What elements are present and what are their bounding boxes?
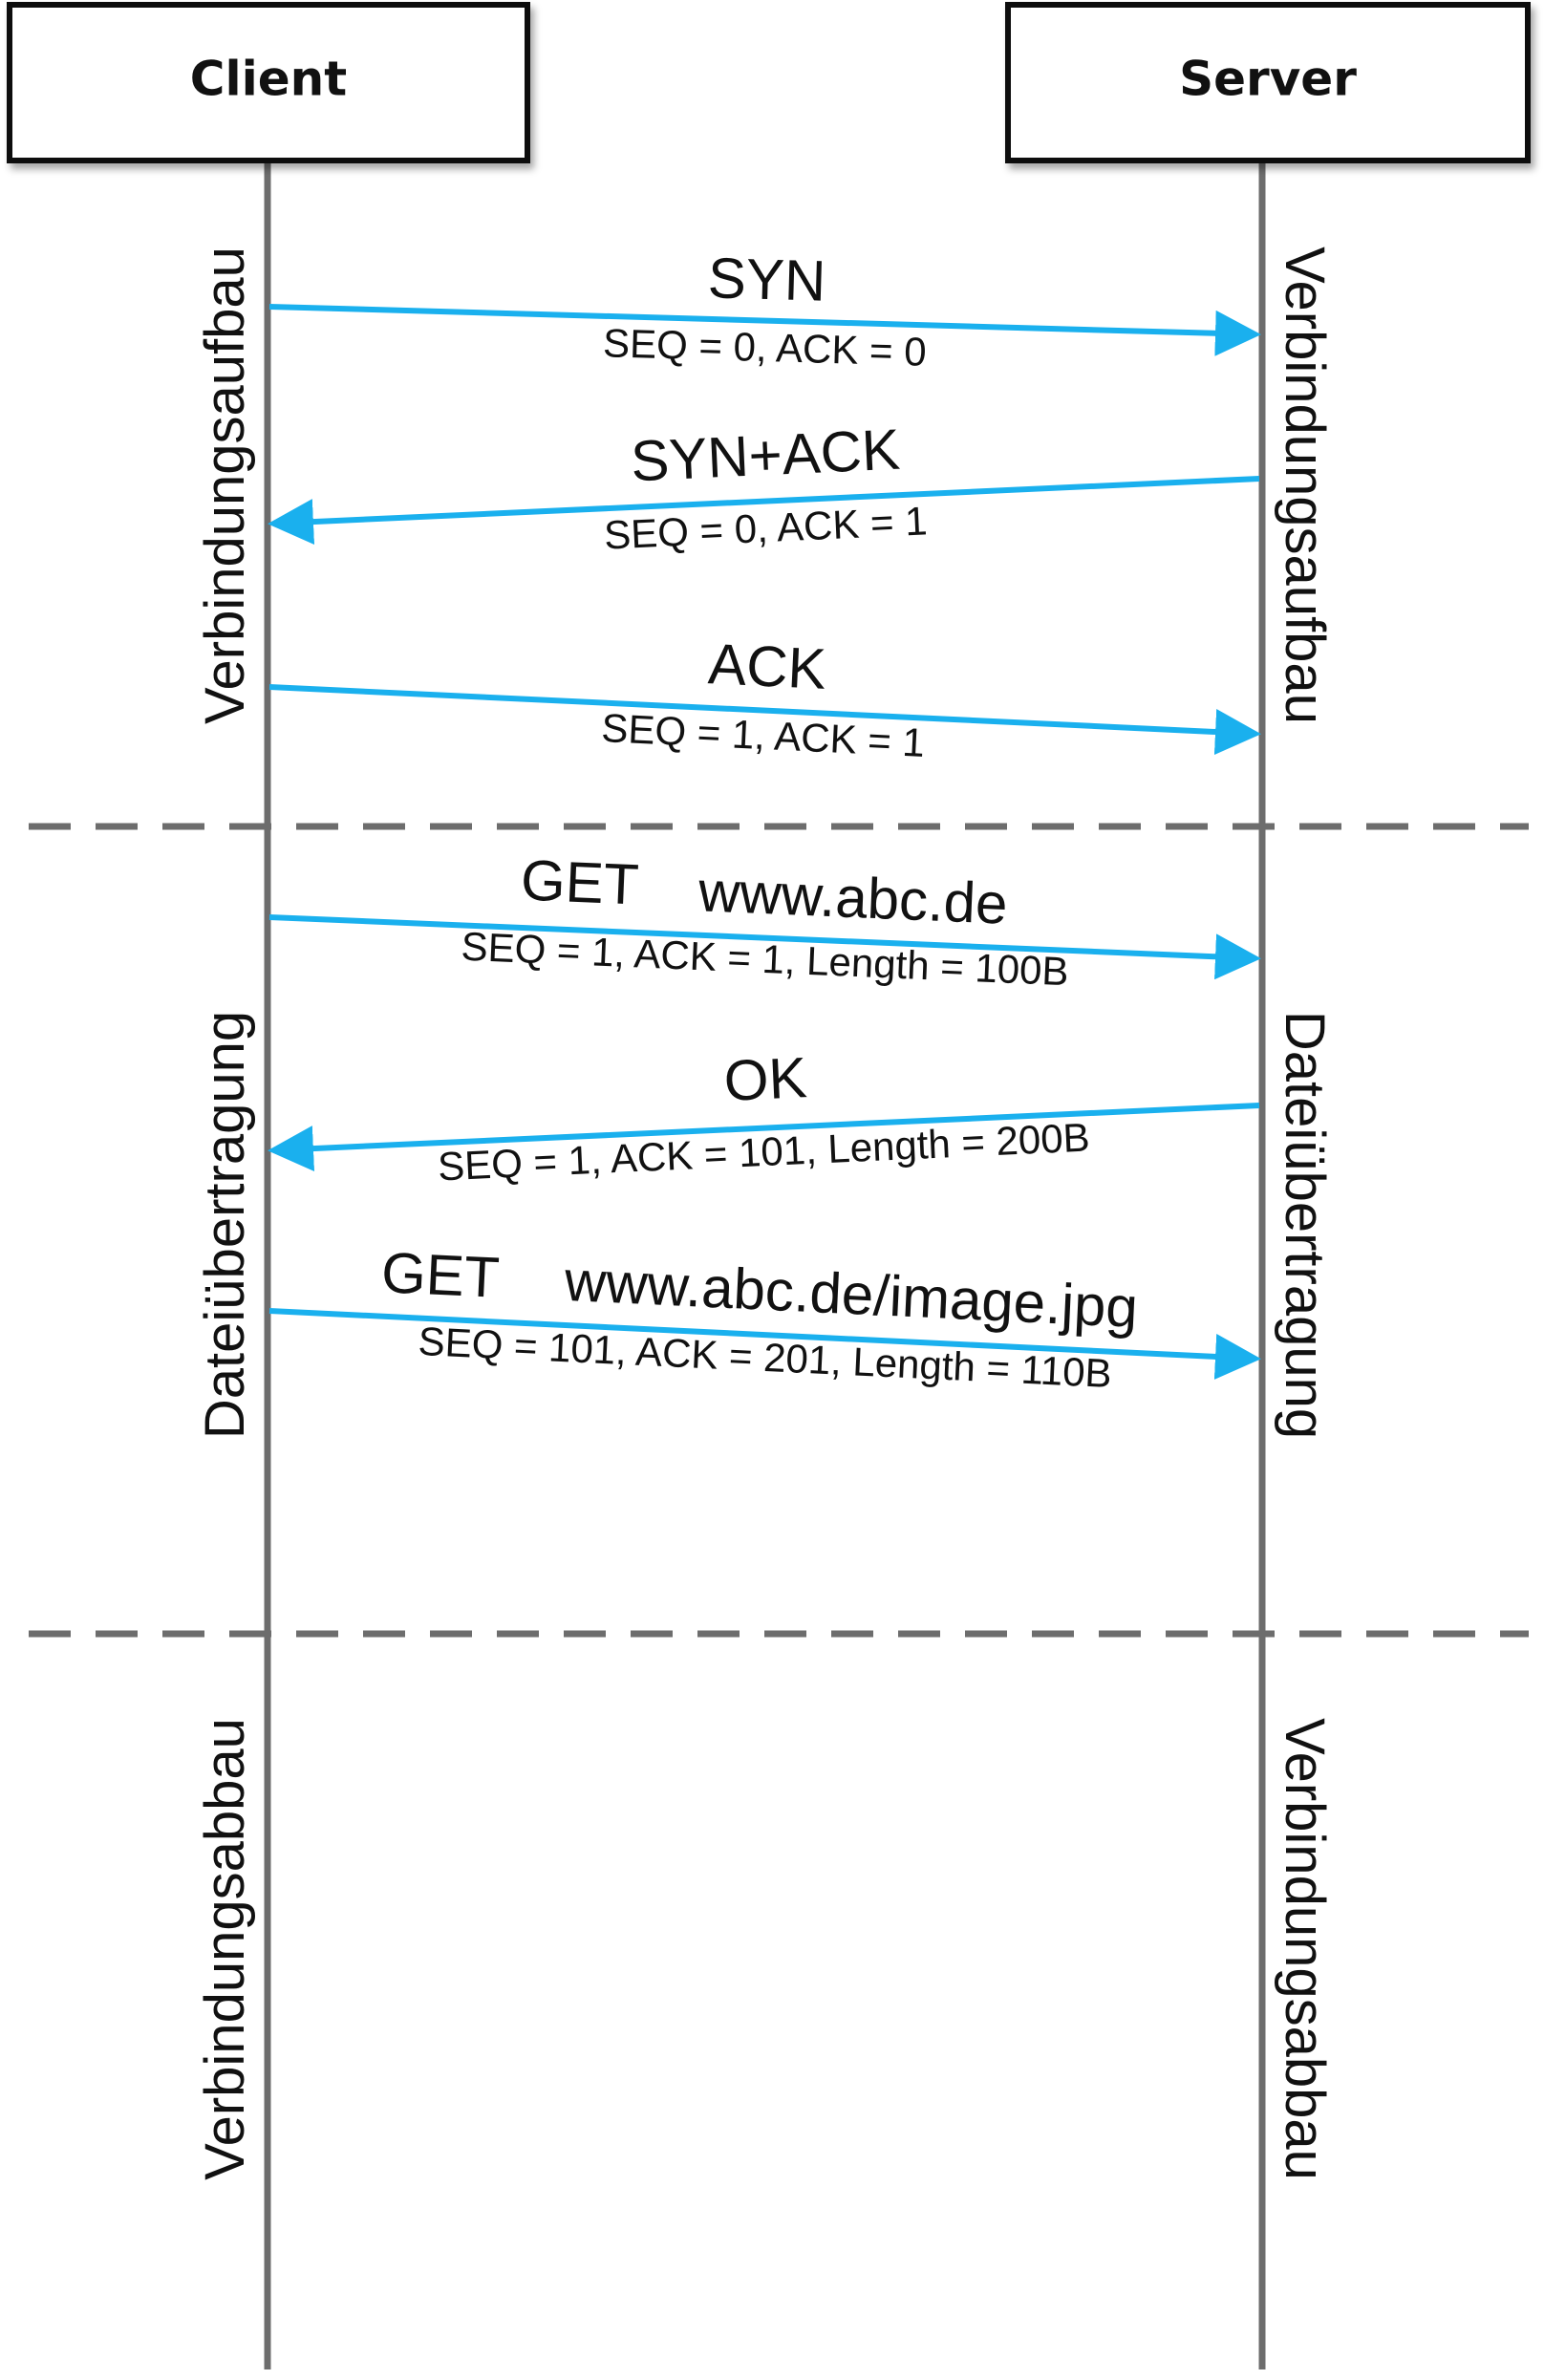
message-title: SYN bbox=[707, 246, 826, 312]
message-detail: SEQ = 0, ACK = 0 bbox=[603, 320, 928, 374]
client-phase-setup-label: Verbindungsaufbau bbox=[194, 247, 256, 724]
message-title: GET bbox=[380, 1240, 501, 1310]
server-box: Server bbox=[1005, 2, 1531, 163]
client-phase-teardown-label: Verbindungsabbau bbox=[194, 1718, 256, 2180]
server-phase-transfer-label: Dateiübertragung bbox=[1274, 1011, 1336, 1439]
message-title: SYN+ACK bbox=[630, 418, 902, 494]
client-label: Client bbox=[190, 52, 347, 107]
message-arrow bbox=[268, 304, 1261, 356]
server-phase-teardown-label: Verbindungsabbau bbox=[1274, 1718, 1336, 2180]
message-arrow bbox=[268, 1308, 1261, 1380]
message-title: OK bbox=[722, 1045, 808, 1113]
message-syn: SYN SEQ = 0, ACK = 0 bbox=[268, 246, 1261, 375]
message-get-image: GET www.abc.de/image.jpg SEQ = 101, ACK … bbox=[268, 1240, 1261, 1396]
message-arrow bbox=[268, 914, 1261, 980]
message-ack: ACK SEQ = 1, ACK = 1 bbox=[268, 632, 1261, 765]
message-arrow bbox=[268, 1103, 1260, 1172]
message-syn-ack: SYN+ACK SEQ = 0, ACK = 1 bbox=[268, 418, 1260, 558]
message-arrow bbox=[268, 684, 1261, 755]
message-get-index: GET www.abc.de SEQ = 1, ACK = 1, Length … bbox=[268, 847, 1261, 994]
client-phase-transfer-label: Dateiübertragung bbox=[194, 1011, 256, 1439]
server-phase-setup-label: Verbindungsaufbau bbox=[1274, 247, 1336, 724]
message-url: www.abc.de bbox=[697, 859, 1009, 936]
message-ok: OK SEQ = 1, ACK = 101, Length = 200B bbox=[268, 1045, 1260, 1189]
server-label: Server bbox=[1179, 52, 1357, 107]
message-title: GET bbox=[520, 847, 640, 916]
message-arrow bbox=[268, 476, 1260, 546]
message-url: www.abc.de/image.jpg bbox=[563, 1249, 1140, 1340]
message-title: ACK bbox=[707, 632, 827, 701]
client-box: Client bbox=[7, 2, 530, 163]
